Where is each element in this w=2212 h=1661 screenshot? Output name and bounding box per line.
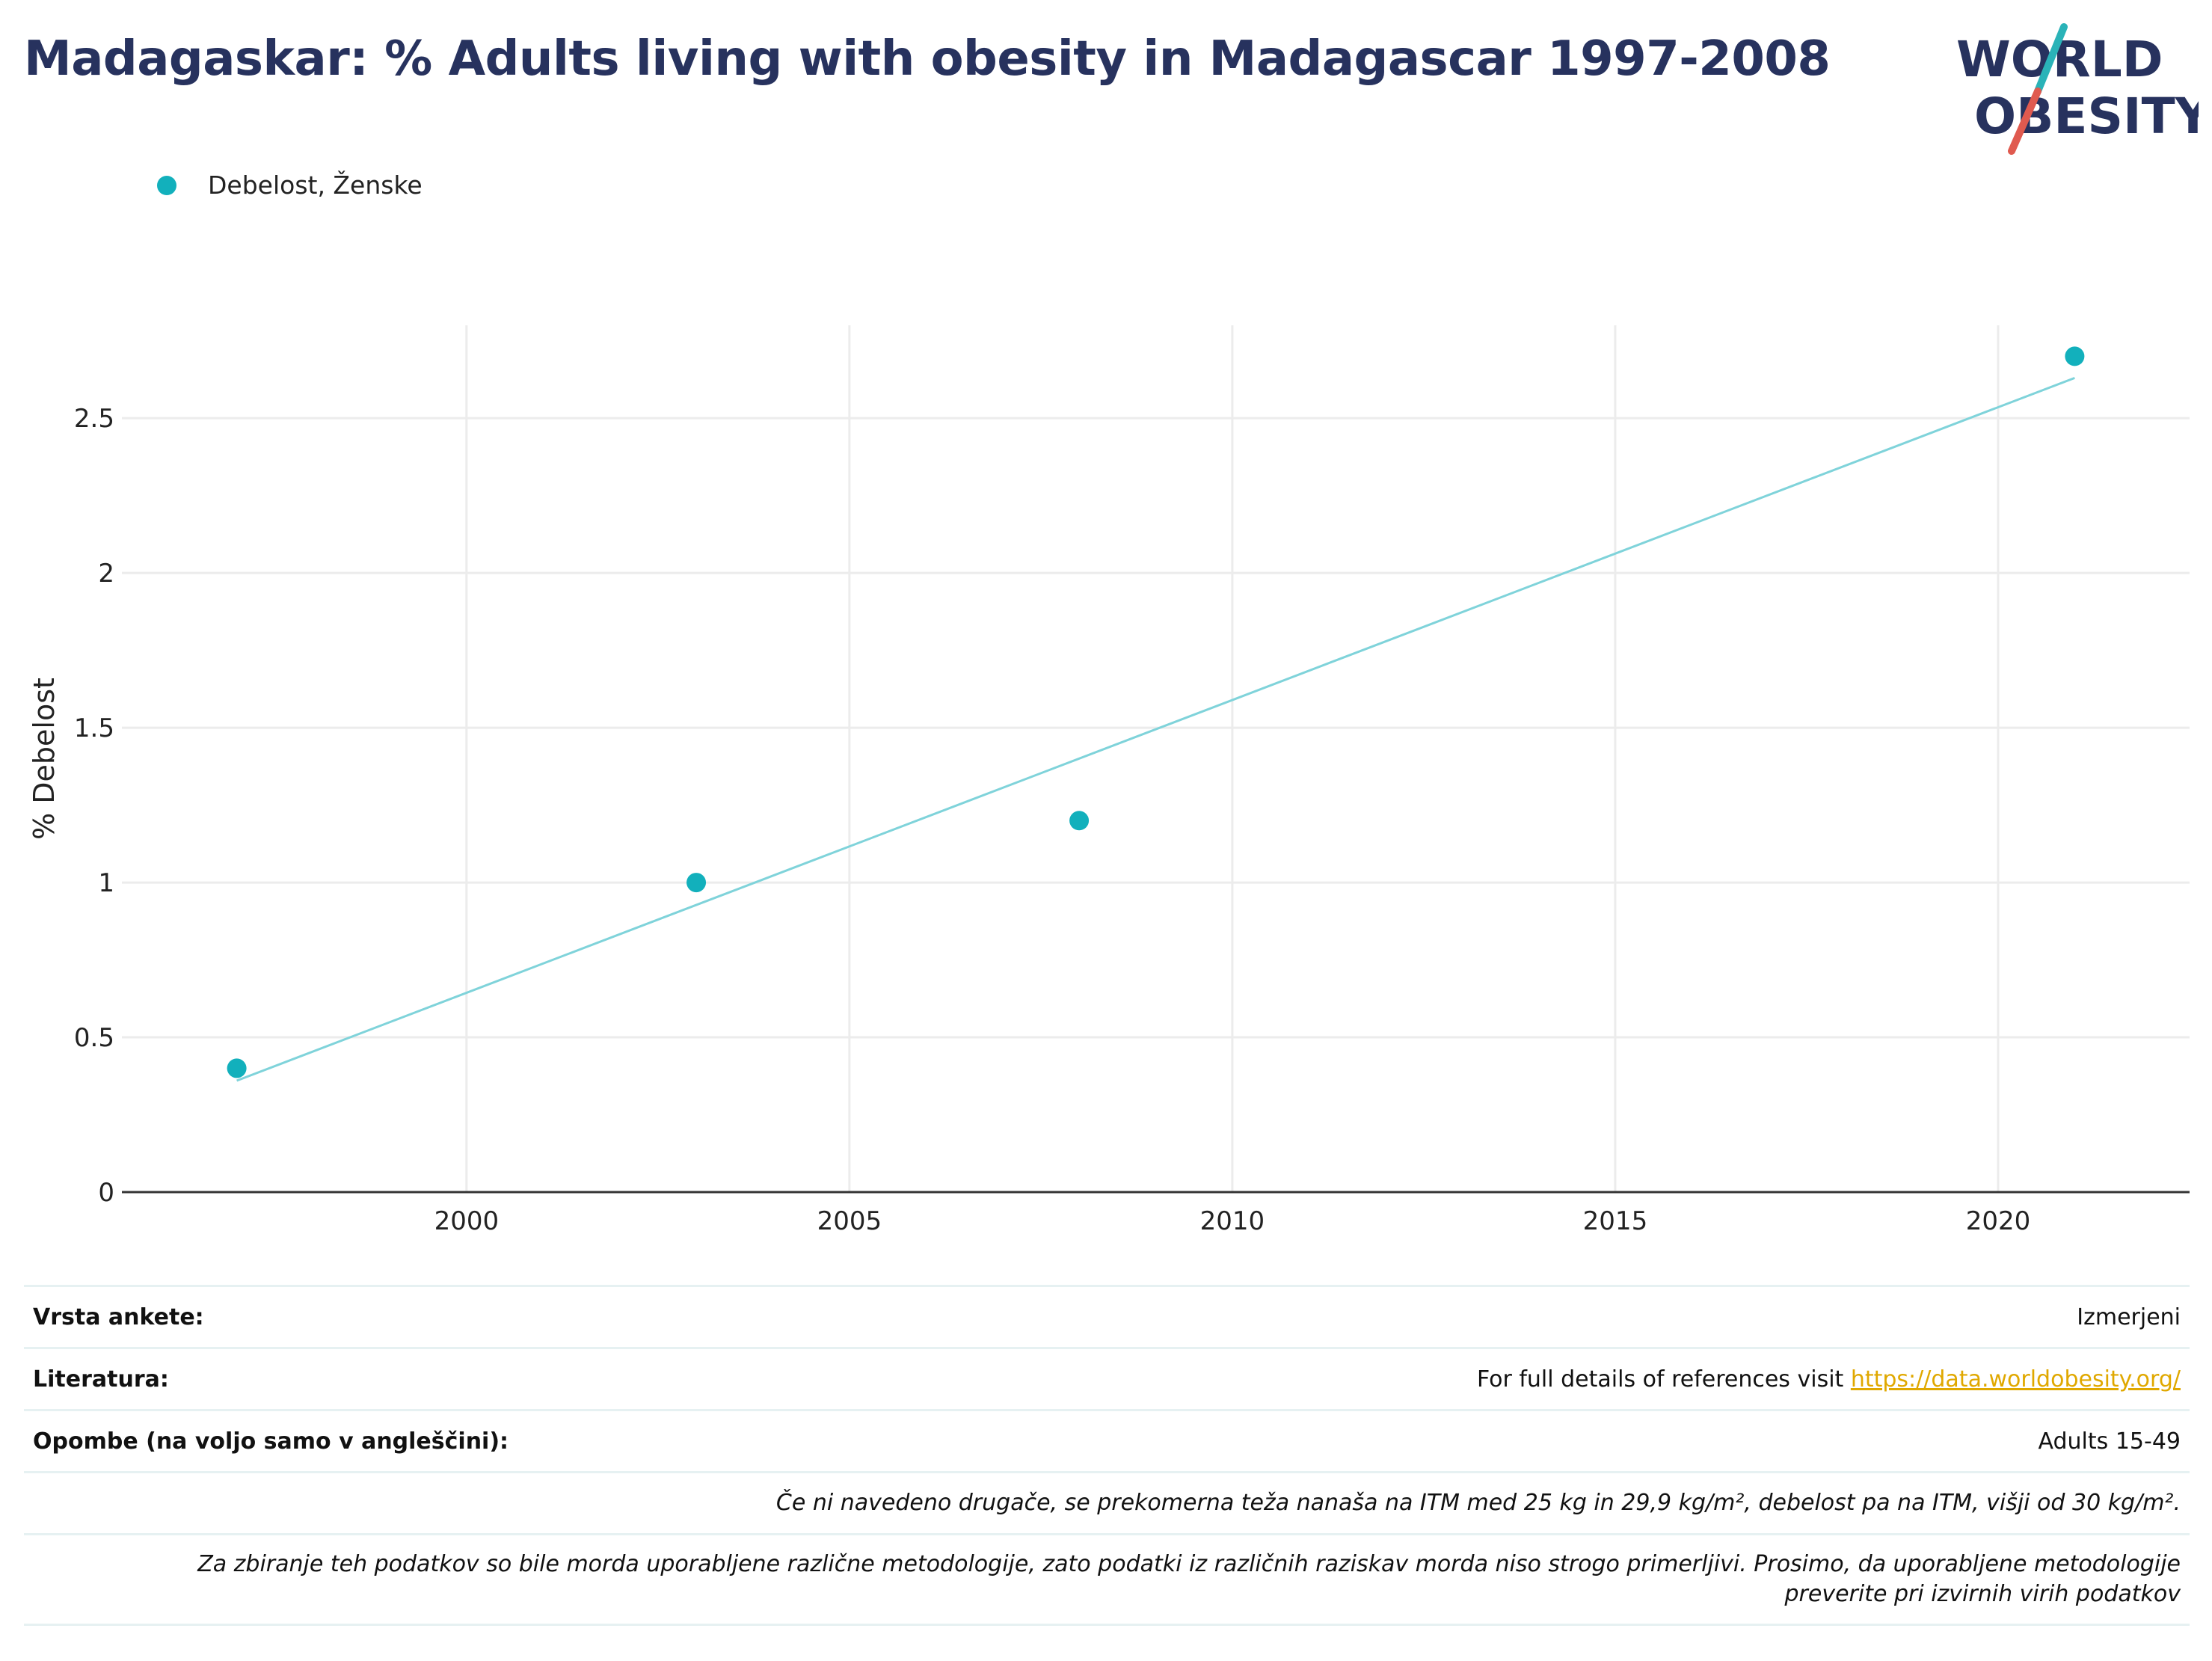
survey-value: Izmerjeni <box>2077 1304 2181 1330</box>
data-point <box>2065 346 2085 366</box>
y-tick-label: 0.5 <box>74 1023 114 1053</box>
legend-marker <box>157 175 176 195</box>
info-row-survey: Vrsta ankete: Izmerjeni <box>24 1285 2190 1347</box>
data-point <box>227 1058 247 1078</box>
y-tick-label: 1 <box>98 868 114 898</box>
y-tick-label: 2 <box>98 559 114 589</box>
logo-slash-red <box>2008 87 2042 155</box>
literature-prefix: For full details of references visit <box>1476 1366 1851 1393</box>
info-row-notes: Opombe (na voljo samo v angleščini): Adu… <box>24 1409 2190 1471</box>
logo-word-obesity: OBESITY <box>1974 87 2199 145</box>
world-obesity-logo: WORLD OBESITY <box>1956 23 2199 155</box>
x-tick-label: 2015 <box>1583 1206 1648 1236</box>
note-methodology-line1: Za zbiranje teh podatkov so bile morda u… <box>197 1551 2181 1577</box>
note-bmi: Če ni navedeno drugače, se prekomerna te… <box>775 1490 2181 1516</box>
trendline <box>236 376 2075 1082</box>
y-axis-title: % Debelost <box>28 678 61 840</box>
legend: Debelost, Ženske <box>157 171 423 200</box>
chart-plot: 2000 2005 2010 2015 2020 0 0.5 1 1.5 2 2.5 % Debelo… <box>28 325 2190 1236</box>
info-table: Vrsta ankete: Izmerjeni Literatura: For … <box>24 1285 2190 1626</box>
notes-label: Opombe (na voljo samo v angleščini): <box>33 1428 509 1455</box>
info-row-note-methodology: Za zbiranje teh podatkov so bile morda u… <box>24 1533 2190 1626</box>
y-tick-label: 2.5 <box>74 404 114 434</box>
x-tick-label: 2000 <box>434 1206 500 1236</box>
legend-label: Debelost, Ženske <box>208 171 423 200</box>
y-tick-label: 1.5 <box>74 713 114 743</box>
literature-link[interactable]: https://data.worldobesity.org/ <box>1850 1366 2181 1393</box>
x-tick-label: 2020 <box>1966 1206 2031 1236</box>
note-methodology: Za zbiranje teh podatkov so bile morda u… <box>33 1550 2181 1609</box>
data-point <box>1069 811 1090 831</box>
info-row-note-bmi: Če ni navedeno drugače, se prekomerna te… <box>24 1471 2190 1533</box>
chart-title: Madagaskar: % Adults living with obesity… <box>24 31 1831 87</box>
note-methodology-line2: preverite pri izvirnih virih podatkov <box>1784 1581 2181 1607</box>
x-tick-label: 2005 <box>817 1206 882 1236</box>
literature-label: Literatura: <box>33 1366 169 1393</box>
survey-label: Vrsta ankete: <box>33 1304 204 1330</box>
x-tick-label: 2010 <box>1200 1206 1265 1236</box>
logo-slash-teal <box>2034 23 2068 95</box>
literature-value: For full details of references visit htt… <box>1477 1366 2181 1393</box>
data-point <box>686 873 707 893</box>
info-row-literature: Literatura: For full details of referenc… <box>24 1347 2190 1409</box>
y-tick-label: 0 <box>98 1178 114 1208</box>
notes-value: Adults 15-49 <box>2038 1428 2181 1455</box>
